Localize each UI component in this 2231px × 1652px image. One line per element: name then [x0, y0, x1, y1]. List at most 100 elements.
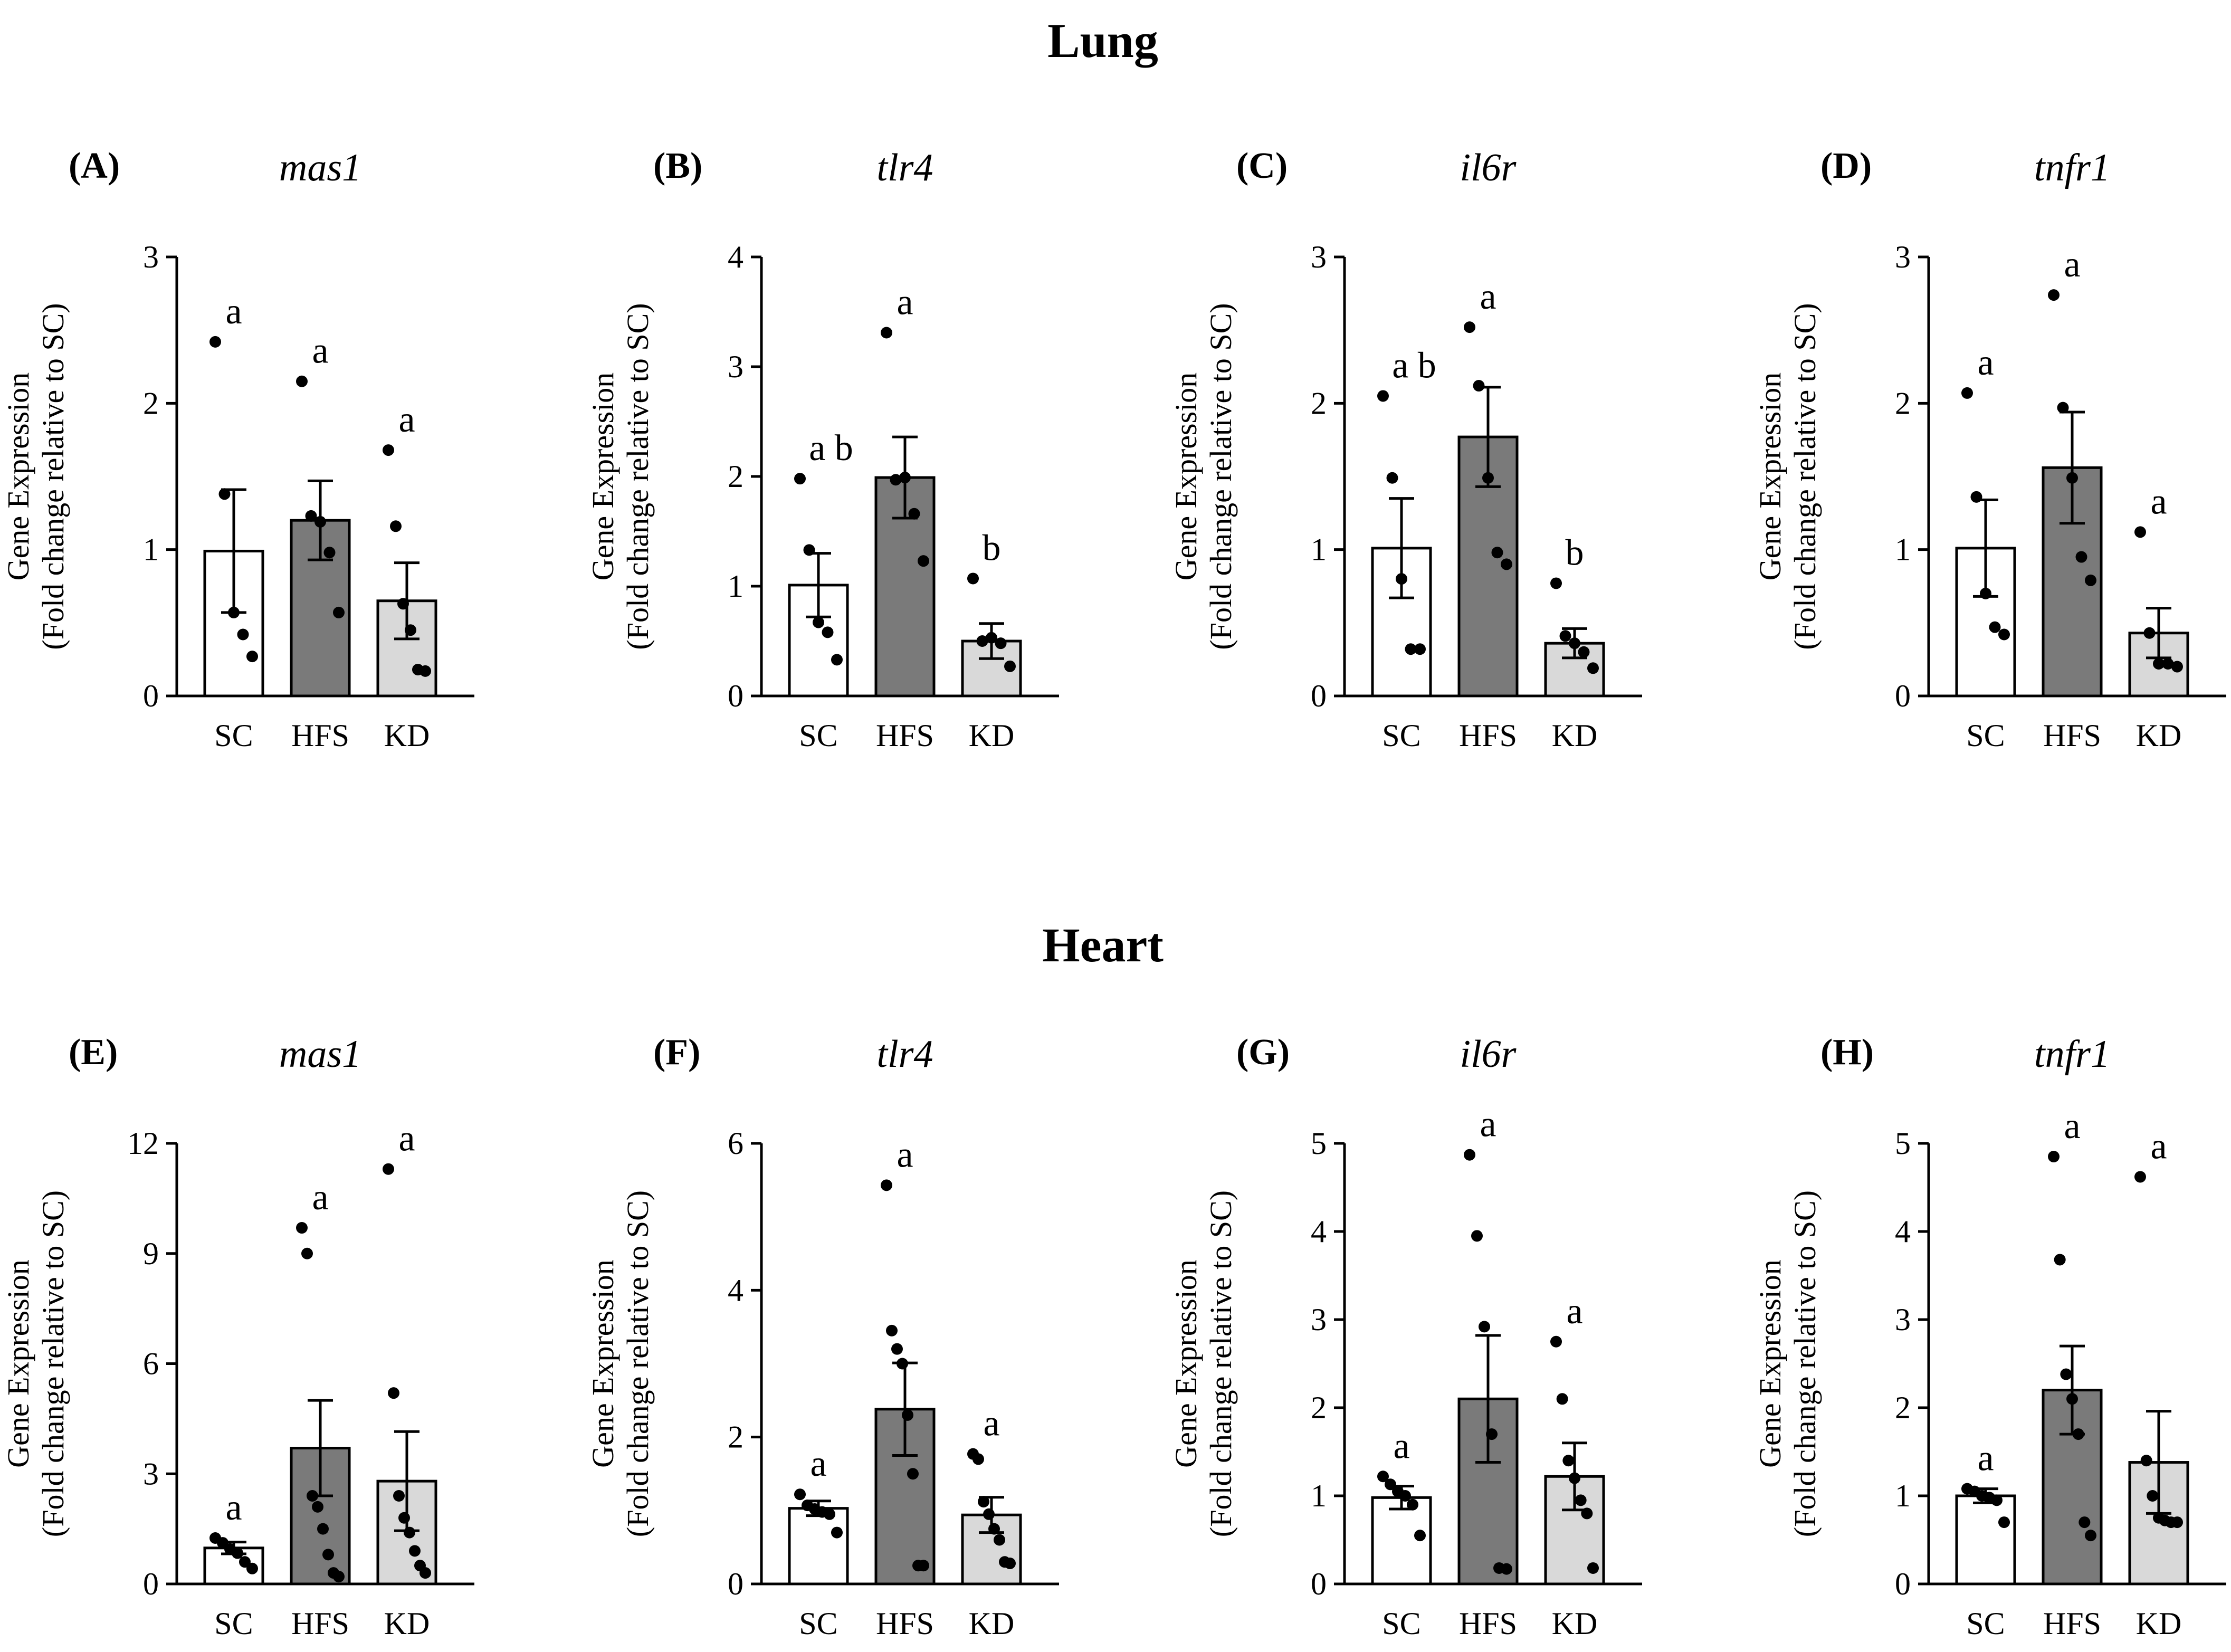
y-tick-label: 4	[728, 240, 743, 274]
y-axis-subtitle: (Fold change relative to SC)	[1204, 303, 1238, 650]
data-point	[967, 572, 979, 585]
panel-label: (A)	[69, 146, 120, 186]
data-point	[388, 1387, 399, 1399]
data-point	[246, 651, 258, 663]
data-point	[1501, 1563, 1512, 1575]
error-bar-kd	[2146, 607, 2171, 660]
panel-label: (F)	[653, 1032, 700, 1073]
data-point	[398, 1512, 410, 1524]
data-point	[2085, 1530, 2096, 1542]
data-point	[1471, 1230, 1483, 1242]
data-point	[881, 327, 892, 339]
category-label-hfs: HFS	[876, 718, 934, 753]
data-point	[1414, 643, 1426, 655]
data-point	[1961, 387, 1973, 399]
data-point	[973, 1453, 984, 1465]
data-point	[2147, 1490, 2159, 1502]
significance-letter: a	[2064, 1106, 2080, 1147]
significance-letter: a	[1480, 1104, 1496, 1145]
data-point	[1482, 472, 1494, 484]
panel-label: (C)	[1236, 146, 1288, 186]
data-point	[2079, 1516, 2091, 1529]
panel-label: (G)	[1236, 1032, 1290, 1073]
y-axis-title: Gene Expression	[1, 373, 35, 581]
data-point	[890, 474, 902, 486]
y-tick-label: 2	[1311, 1390, 1327, 1425]
data-point	[988, 1523, 1000, 1535]
data-point	[1399, 1490, 1411, 1502]
y-tick-label: 3	[143, 240, 159, 274]
data-point	[1998, 628, 2010, 641]
error-bar-hfs	[1475, 1334, 1501, 1464]
data-point	[1396, 573, 1407, 585]
y-tick-label: 0	[1895, 679, 1911, 713]
data-point	[803, 544, 815, 556]
y-tick-label: 2	[1895, 1390, 1911, 1425]
data-point	[1486, 1428, 1498, 1440]
data-point	[918, 555, 929, 567]
data-point	[831, 1526, 843, 1539]
y-tick-label: 2	[1895, 386, 1911, 421]
y-tick-label: 3	[1311, 1302, 1327, 1337]
y-tick-label: 3	[728, 349, 743, 384]
data-point	[1377, 1470, 1389, 1483]
y-tick-label: 1	[1895, 532, 1911, 567]
data-point	[813, 616, 824, 628]
y-tick-label: 1	[1311, 1478, 1327, 1513]
y-tick-label: 4	[728, 1273, 743, 1307]
category-label-sc: SC	[1382, 718, 1420, 753]
category-label-sc: SC	[799, 718, 837, 753]
data-point	[794, 1488, 806, 1501]
data-point	[1550, 577, 1562, 589]
data-point	[1587, 1562, 1599, 1574]
data-point	[976, 635, 988, 647]
data-point	[333, 1571, 345, 1583]
data-point	[794, 473, 806, 485]
significance-letter: a	[1480, 276, 1496, 317]
data-point	[390, 520, 402, 532]
data-point	[209, 336, 221, 348]
data-point	[232, 1547, 243, 1559]
significance-letter: a	[398, 399, 415, 440]
data-point	[397, 598, 409, 610]
data-point	[2143, 627, 2156, 639]
y-axis-title: Gene Expression	[1169, 1259, 1203, 1468]
y-tick-label: 0	[1895, 1567, 1911, 1601]
gene-title: il6r	[1460, 146, 1517, 189]
data-point	[323, 547, 336, 559]
category-label-sc: SC	[1382, 1606, 1420, 1641]
significance-letter: b	[983, 528, 1001, 568]
category-label-hfs: HFS	[876, 1606, 934, 1641]
data-point	[1562, 1455, 1575, 1467]
y-tick-label: 4	[1311, 1214, 1327, 1249]
data-point	[2134, 1171, 2146, 1183]
panel-label: (D)	[1820, 146, 1872, 186]
data-point	[1998, 1516, 2010, 1529]
data-point	[822, 626, 834, 638]
category-label-hfs: HFS	[1459, 718, 1517, 753]
category-label-kd: KD	[1552, 1606, 1598, 1641]
data-point	[1559, 630, 1571, 642]
y-tick-label: 2	[1311, 386, 1327, 421]
data-point	[2057, 402, 2069, 414]
panel-b: (B) tlr4 Gene Expression (Fold change relat…	[586, 146, 1059, 753]
y-axis-title: Gene Expression	[586, 1259, 620, 1468]
data-point	[994, 1534, 1005, 1546]
y-tick-label: 0	[1311, 679, 1327, 713]
data-point	[1386, 472, 1398, 484]
y-tick-label: 3	[1895, 240, 1911, 274]
data-point	[902, 1409, 913, 1421]
y-axis-subtitle: (Fold change relative to SC)	[36, 303, 70, 650]
significance-letter: a	[1977, 1438, 1994, 1479]
data-point	[2153, 657, 2165, 670]
panel-label: (H)	[1820, 1032, 1874, 1073]
data-point	[1501, 558, 1512, 570]
gene-title: tlr4	[877, 1033, 933, 1076]
data-point	[301, 1247, 313, 1259]
data-point	[1569, 1472, 1580, 1484]
data-point	[2066, 1393, 2078, 1405]
data-point	[978, 1496, 989, 1508]
data-point	[1581, 1507, 1593, 1520]
